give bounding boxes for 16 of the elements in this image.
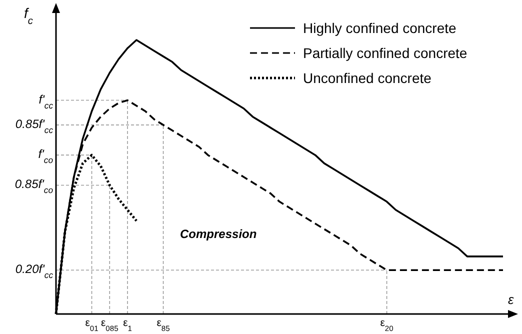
annotation: Compression: [180, 227, 257, 241]
x-tick-label: ε$_{20}$: [380, 317, 394, 332]
x-tick-label: ε$_{1}$: [123, 317, 132, 332]
ref-line-label: f'$_{co}$: [38, 147, 54, 166]
x-tick-label: ε$_{085}$: [101, 317, 118, 332]
x-tick-label: ε$_{85}$: [156, 317, 170, 332]
legend-label: Highly confined concrete: [303, 20, 457, 36]
legend-label: Partially confined concrete: [303, 45, 468, 61]
ref-line-label: f'$_{cc}$: [38, 92, 54, 110]
y-axis-title: f$_{c}$: [24, 5, 33, 26]
ref-line-label: 0.85f'$_{co}$: [14, 177, 54, 196]
legend-label: Unconfined concrete: [303, 70, 432, 86]
x-tick-label: ε$_{01}$: [85, 317, 98, 332]
x-axis-title: ε: [508, 292, 514, 307]
ref-line-label: 0.85f'$_{cc}$: [15, 116, 54, 135]
ref-line-label: 0.20f'$_{cc}$: [15, 262, 54, 280]
